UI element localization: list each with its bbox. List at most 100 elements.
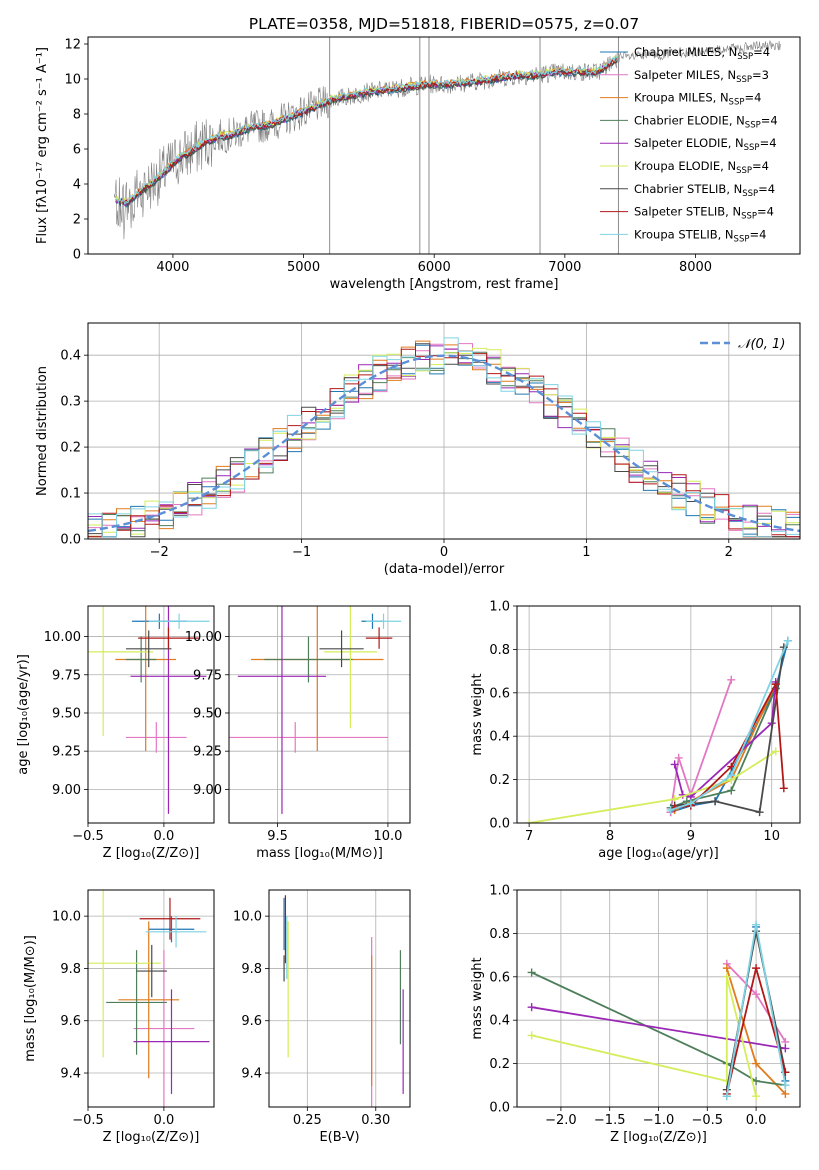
x-tick-label: 0.0 — [154, 1113, 175, 1128]
legend-entry: Salpeter MILES, NSSP=3 — [634, 68, 769, 85]
mass-weight-marker — [722, 972, 731, 981]
x-tick-label: −1.0 — [643, 1113, 675, 1128]
axes-age_vs_mass: 9.5 10.0 9.00 9.25 9.50 9.75 10.00 mass [log₁₀(… — [185, 605, 411, 861]
x-axis-label: Z [log₁₀(Z/Z⊙)] — [103, 1130, 200, 1145]
y-tick-label: 0.6 — [489, 686, 510, 701]
axes-frame — [87, 889, 215, 1108]
mass-weight-marker — [752, 1076, 761, 1085]
y-tick-label: 9.6 — [241, 1014, 262, 1029]
x-axis-label: wavelength [Angstrom, rest frame] — [330, 277, 559, 292]
y-tick-label: 12 — [64, 38, 81, 53]
x-tick-label: −1 — [292, 545, 311, 560]
legend-entry: Salpeter STELIB, NSSP=4 — [634, 205, 774, 222]
y-tick-label: 0.8 — [489, 927, 510, 942]
legend-entry: Kroupa STELIB, NSSP=4 — [634, 227, 766, 244]
x-axis-label: Z [log₁₀(Z/Z⊙)] — [103, 846, 200, 861]
x-axis-label: age [log₁₀(age/yr)] — [598, 846, 719, 861]
x-axis-label: E(B-V) — [319, 1130, 359, 1145]
y-tick-label: 9.4 — [241, 1067, 262, 1082]
mass-weight-marker — [722, 1092, 731, 1101]
mass-weight-line-5 — [531, 976, 757, 1097]
legend-nssp-value: =4 — [761, 113, 778, 127]
axes-frame — [516, 889, 801, 1108]
x-tick-label: 0.0 — [746, 1113, 767, 1128]
x-tick-label: 10 — [763, 829, 780, 844]
legend-entry: Chabrier STELIB, NSSP=4 — [634, 182, 775, 199]
y-axis-label: mass [log₁₀(M/M⊙)] — [23, 935, 38, 1062]
mass-weight-marker — [752, 964, 761, 973]
x-tick-label: 0.30 — [361, 1113, 390, 1128]
x-tick-label: −0.5 — [72, 1113, 104, 1128]
legend-entry: Kroupa ELODIE, NSSP=4 — [634, 159, 769, 176]
mass-weight-marker — [771, 747, 780, 756]
y-tick-label: 6 — [73, 143, 81, 158]
legend-nssp-sub: SSP — [734, 234, 750, 244]
plot-area — [229, 606, 410, 823]
x-tick-label: 0 — [440, 545, 448, 560]
mass-weight-marker — [527, 968, 536, 977]
legend-nssp-value: =4 — [753, 45, 770, 59]
legend-nssp-sub: SSP — [744, 143, 760, 153]
legend-model-name: Chabrier ELODIE, N — [634, 113, 745, 127]
y-tick-label: 9.8 — [241, 962, 262, 977]
y-tick-label: 0.0 — [489, 817, 510, 832]
mass-weight-line-6 — [674, 647, 785, 814]
model-fit-line-8 — [115, 54, 618, 205]
x-tick-label: −0.5 — [72, 829, 104, 844]
model-fit-line-7 — [115, 57, 618, 206]
legend-nssp-value: =4 — [749, 227, 766, 241]
y-tick-label: 9.50 — [52, 706, 81, 721]
x-tick-label: 9 — [687, 829, 695, 844]
residual-legend: 𝒩(0, 1) — [700, 337, 785, 352]
legend-nssp-value: =4 — [758, 182, 775, 196]
x-tick-label: 9.5 — [267, 829, 288, 844]
y-tick-label: 0.0 — [60, 533, 81, 548]
mass-weight-line-8 — [670, 640, 789, 811]
legend-nssp-sub: SSP — [745, 120, 761, 130]
x-tick-label: 10.0 — [373, 829, 402, 844]
legend-nssp-sub: SSP — [742, 189, 758, 199]
y-tick-label: 0.3 — [60, 395, 81, 410]
y-tick-label: 0.0 — [489, 1101, 510, 1116]
x-tick-label: 4000 — [156, 260, 189, 275]
mass-weight-marker — [752, 1092, 761, 1101]
x-tick-label: −2.0 — [545, 1113, 577, 1128]
legend-model-name: Kroupa MILES, N — [634, 91, 729, 105]
x-tick-label: 1 — [582, 545, 590, 560]
axes-frame — [87, 605, 215, 824]
y-tick-label: 10.00 — [44, 630, 81, 645]
mass-weight-marker — [771, 680, 780, 689]
y-tick-label: 0.1 — [60, 487, 81, 502]
legend-nssp-value: =4 — [757, 205, 774, 219]
mass-weight-marker — [666, 805, 675, 814]
y-tick-label: 2 — [73, 213, 81, 228]
mass-weight-line-1 — [669, 679, 733, 813]
y-tick-label: 8 — [73, 108, 81, 123]
legend-entry: Chabrier MILES, NSSP=4 — [634, 45, 770, 62]
legend-nssp-value: =4 — [744, 91, 761, 105]
legend-model-name: Salpeter ELODIE, N — [634, 136, 744, 150]
legend-model-name: Salpeter MILES, N — [634, 68, 736, 82]
mass-weight-line-5 — [528, 750, 777, 823]
plot-area — [517, 606, 800, 823]
y-tick-label: 9.50 — [193, 706, 222, 721]
axes-frame — [87, 322, 801, 540]
y-tick-label: 1.0 — [489, 600, 510, 615]
mass-weight-marker — [781, 1081, 790, 1090]
mass-weight-marker — [525, 819, 534, 823]
x-tick-label: 7000 — [548, 260, 581, 275]
legend-nssp-sub: SSP — [736, 166, 752, 176]
y-tick-label: 1.0 — [489, 884, 510, 899]
axes-mass_vs_EBV: 0.25 0.30 9.4 9.6 9.8 10.0 E(B-V) — [233, 889, 411, 1145]
mass-weight-marker — [727, 675, 736, 684]
y-tick-label: 0.4 — [489, 730, 510, 745]
mass-weight-marker — [674, 753, 683, 762]
mass-weight-marker — [727, 771, 736, 780]
y-axis-label: mass weight — [470, 673, 485, 755]
x-tick-label: 8000 — [679, 260, 712, 275]
x-tick-label: 7 — [525, 829, 533, 844]
axes-residuals: −2 −1 0 1 2 0.0 0.1 0.2 0.3 0.4 (data-model)/error… — [35, 322, 801, 577]
legend-nssp-sub: SSP — [729, 98, 745, 108]
y-tick-label: 10.00 — [185, 630, 222, 645]
